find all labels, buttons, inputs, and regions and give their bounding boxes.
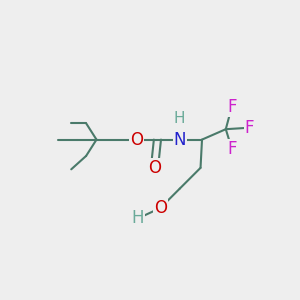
Text: F: F — [227, 140, 236, 158]
Text: O: O — [154, 199, 167, 217]
Text: H: H — [174, 111, 185, 126]
Text: H: H — [132, 209, 144, 227]
Text: F: F — [245, 119, 254, 137]
Text: N: N — [173, 130, 186, 148]
Text: O: O — [130, 130, 143, 148]
Text: F: F — [227, 98, 236, 116]
Text: O: O — [148, 159, 161, 177]
